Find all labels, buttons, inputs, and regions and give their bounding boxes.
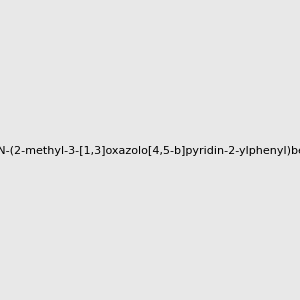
Text: 4-ethyl-N-(2-methyl-3-[1,3]oxazolo[4,5-b]pyridin-2-ylphenyl)benzamide: 4-ethyl-N-(2-methyl-3-[1,3]oxazolo[4,5-b… <box>0 146 300 157</box>
